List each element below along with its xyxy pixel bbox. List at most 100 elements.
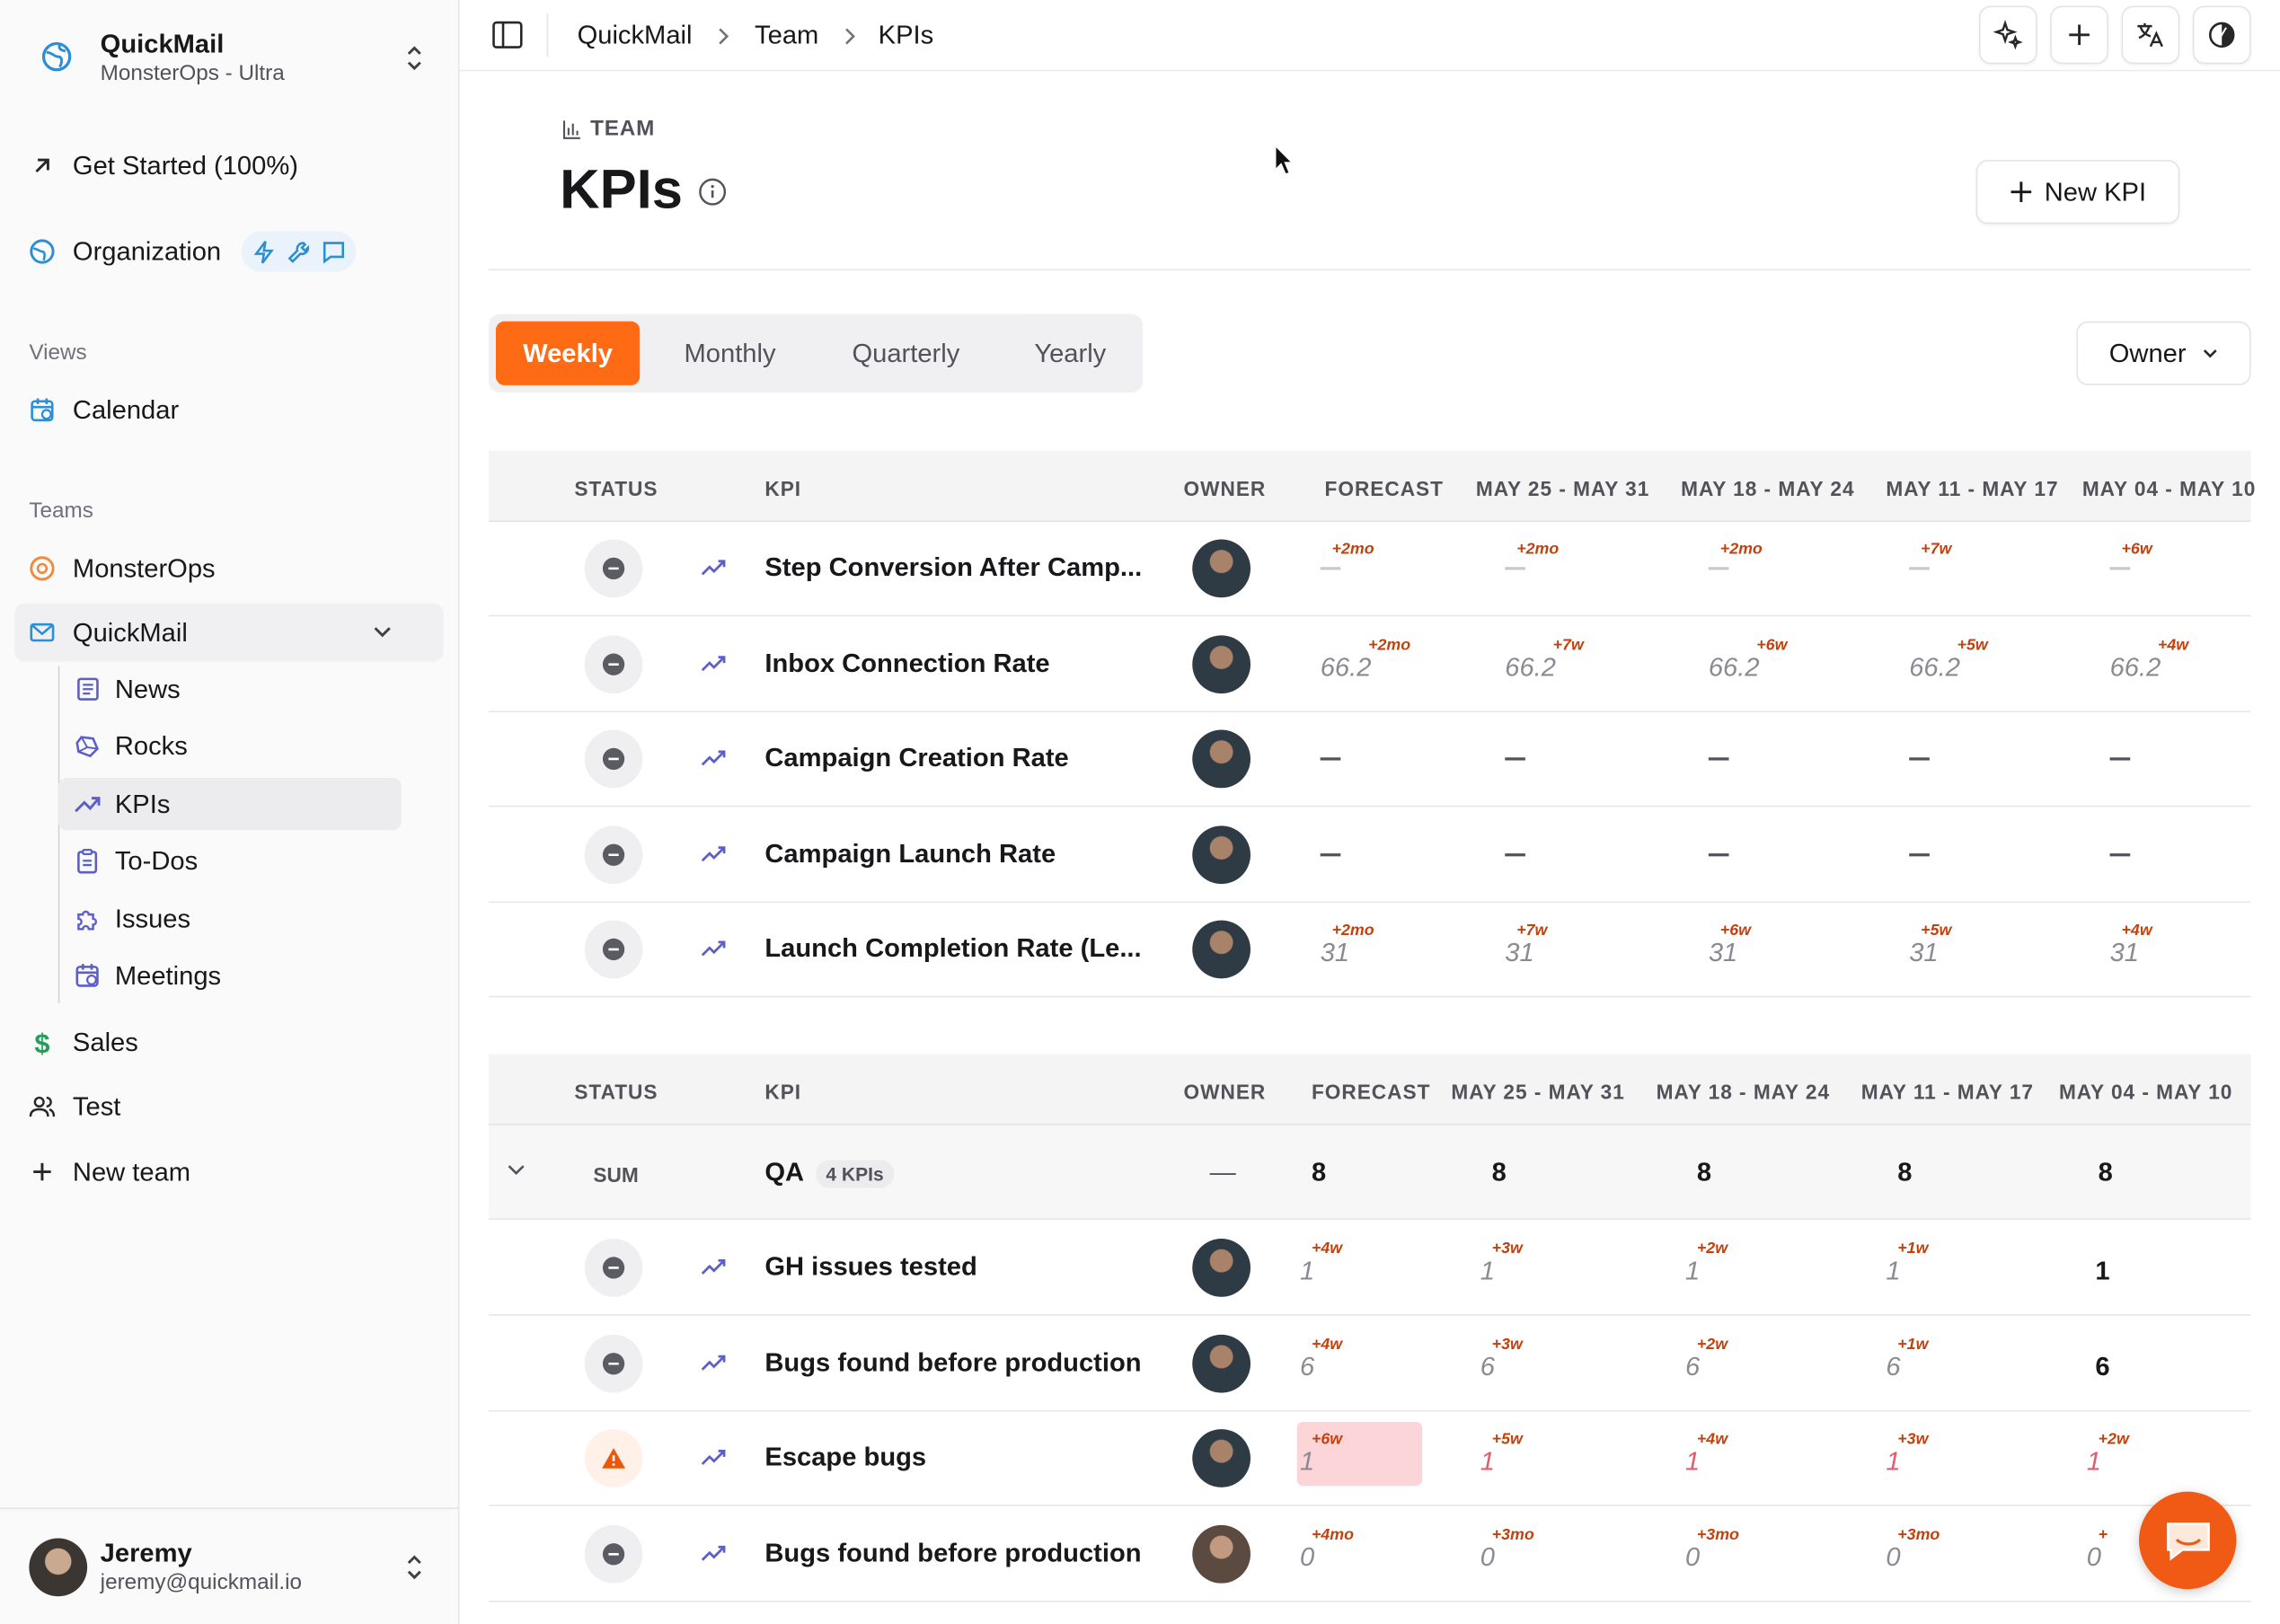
column-header[interactable]: MAY 18 - MAY 24 bbox=[1681, 476, 1855, 500]
owner-avatar[interactable] bbox=[1192, 539, 1250, 598]
kpi-value-cell[interactable]: 1 +3w bbox=[1480, 1222, 1655, 1316]
user-menu[interactable]: Jeremy jeremy@quickmail.io bbox=[0, 1507, 460, 1623]
sidebar-item-rocks[interactable]: Rocks bbox=[58, 719, 402, 772]
kpi-value-cell[interactable]: 66.2 +4w bbox=[2110, 617, 2280, 711]
status-indicator[interactable] bbox=[584, 539, 643, 598]
status-indicator[interactable] bbox=[584, 1524, 643, 1583]
kpi-value-cell[interactable] bbox=[1909, 712, 2083, 807]
owner-avatar[interactable] bbox=[1192, 1334, 1250, 1392]
kpi-row[interactable]: Bugs found before production 6 +4w 6 +3w 6 +2w… bbox=[488, 1316, 2251, 1411]
sidebar-item-test[interactable]: Test bbox=[29, 1079, 120, 1134]
kpi-row[interactable]: Bugs found before production 0 +4mo 0 +3mo 0 +… bbox=[488, 1506, 2251, 1602]
column-header[interactable]: MAY 25 - MAY 31 bbox=[1451, 1080, 1625, 1104]
owner-avatar[interactable] bbox=[1192, 920, 1250, 979]
kpi-value-cell[interactable]: +2mo bbox=[1505, 522, 1679, 616]
kpi-row[interactable]: Launch Completion Rate (Le... 31 +2mo 31 +7w… bbox=[488, 903, 2251, 998]
sidebar-item-calendar[interactable]: Calendar bbox=[29, 383, 179, 438]
owner-avatar[interactable] bbox=[1192, 1429, 1250, 1487]
group-row[interactable]: SUM QA 4 KPIs — 8 8 8 8 8 bbox=[488, 1125, 2251, 1221]
kpi-value-cell[interactable] bbox=[1708, 808, 1883, 902]
kpi-name[interactable]: Bugs found before production bbox=[764, 1346, 1142, 1377]
organization-link[interactable]: Organization bbox=[29, 224, 357, 279]
kpi-value-cell[interactable]: 31 +6w bbox=[1709, 903, 1883, 997]
kpi-value-cell[interactable]: 66.2 +2mo bbox=[1321, 617, 1495, 711]
wrench-icon[interactable] bbox=[285, 238, 313, 266]
chevron-down-icon[interactable] bbox=[372, 622, 393, 643]
new-team-button[interactable]: New team bbox=[29, 1144, 190, 1200]
kpi-value-cell[interactable]: 1 +6w bbox=[1296, 1412, 1474, 1506]
column-header[interactable]: MAY 25 - MAY 31 bbox=[1475, 476, 1650, 500]
kpi-name[interactable]: Bugs found before production bbox=[764, 1537, 1142, 1567]
kpi-name[interactable]: Campaign Creation Rate bbox=[764, 743, 1069, 772]
kpi-name[interactable]: Launch Completion Rate (Le... bbox=[764, 933, 1142, 963]
tab-yearly[interactable]: Yearly bbox=[1034, 338, 1107, 367]
owner-avatar[interactable] bbox=[1192, 634, 1250, 693]
kpi-value-cell[interactable]: 1 +2w bbox=[2087, 1412, 2261, 1506]
column-header[interactable]: MAY 04 - MAY 10 bbox=[2058, 1080, 2233, 1104]
translate-button[interactable] bbox=[2121, 5, 2180, 65]
status-indicator[interactable] bbox=[584, 729, 643, 789]
kpi-name[interactable]: GH issues tested bbox=[764, 1251, 977, 1281]
kpi-row[interactable]: GH issues tested 1 +4w 1 +3w 1 +2w 1 +1w 1 bbox=[488, 1221, 2251, 1316]
kpi-name[interactable]: Step Conversion After Camp... bbox=[764, 552, 1143, 582]
kpi-value-cell[interactable]: 31 +2mo bbox=[1321, 903, 1495, 997]
sidebar-item-quickmail[interactable] bbox=[14, 603, 444, 662]
column-header[interactable]: MAY 04 - MAY 10 bbox=[2081, 476, 2257, 500]
column-header[interactable]: FORECAST bbox=[1324, 476, 1444, 500]
column-header[interactable]: MAY 11 - MAY 17 bbox=[1886, 476, 2059, 500]
breadcrumb-kpis[interactable]: KPIs bbox=[878, 20, 934, 50]
quickmail-row[interactable]: QuickMail bbox=[29, 605, 188, 660]
kpi-value-cell[interactable]: 6 +4w bbox=[1300, 1317, 1474, 1411]
breadcrumb-quickmail[interactable]: QuickMail bbox=[577, 20, 693, 50]
sidebar-toggle-icon[interactable] bbox=[491, 21, 524, 49]
kpi-value-cell[interactable]: 31 +4w bbox=[2110, 903, 2280, 997]
theme-button[interactable] bbox=[2192, 5, 2251, 65]
tab-quarterly[interactable]: Quarterly bbox=[852, 338, 960, 367]
ai-sparkle-button[interactable] bbox=[1978, 5, 2037, 65]
get-started-link[interactable]: Get Started (100%) bbox=[29, 138, 298, 194]
kpi-value-cell[interactable]: 0 +3mo bbox=[1480, 1507, 1655, 1602]
support-chat-button[interactable] bbox=[2138, 1491, 2237, 1590]
sidebar-item-issues[interactable]: Issues bbox=[58, 893, 402, 945]
kpi-value-cell[interactable] bbox=[1320, 712, 1495, 807]
kpi-value-cell[interactable] bbox=[2109, 808, 2280, 902]
kpi-value-cell[interactable]: 6 +2w bbox=[1685, 1317, 1860, 1411]
kpi-value-cell[interactable] bbox=[1909, 808, 2083, 902]
kpi-value-cell[interactable] bbox=[1505, 712, 1679, 807]
kpi-value-cell[interactable]: 6 +3w bbox=[1480, 1317, 1655, 1411]
kpi-value-cell[interactable]: 0 +3mo bbox=[1685, 1507, 1860, 1602]
owner-avatar[interactable] bbox=[1192, 729, 1250, 789]
kpi-value-cell[interactable]: 1 +4w bbox=[1300, 1222, 1474, 1316]
owner-filter-dropdown[interactable]: Owner bbox=[2076, 321, 2251, 385]
column-header[interactable]: FORECAST bbox=[1311, 1080, 1431, 1104]
kpi-value-cell[interactable]: 1 +4w bbox=[1685, 1412, 1860, 1506]
owner-avatar[interactable] bbox=[1192, 1524, 1250, 1583]
kpi-value-cell[interactable]: 1 bbox=[2087, 1222, 2261, 1316]
kpi-value-cell[interactable]: 1 +5w bbox=[1480, 1412, 1655, 1506]
kpi-value-cell[interactable]: 0 +4mo bbox=[1300, 1507, 1474, 1602]
kpi-value-cell[interactable]: 66.2 +6w bbox=[1709, 617, 1883, 711]
sidebar-item-monsterops[interactable]: MonsterOps bbox=[29, 541, 216, 596]
sidebar-item-kpis[interactable]: KPIs bbox=[57, 777, 402, 831]
chat-icon[interactable] bbox=[320, 238, 348, 266]
kpi-value-cell[interactable]: 6 bbox=[2087, 1317, 2261, 1411]
kpi-row[interactable]: Step Conversion After Camp... +2mo +2mo +2m… bbox=[488, 522, 2251, 617]
sidebar-item-todos[interactable]: To-Dos bbox=[58, 834, 402, 887]
kpi-value-cell[interactable] bbox=[1505, 808, 1679, 902]
column-header[interactable]: MAY 11 - MAY 17 bbox=[1860, 1080, 2035, 1104]
kpi-value-cell[interactable]: 1 +1w bbox=[1886, 1222, 2060, 1316]
new-kpi-button[interactable]: New KPI bbox=[1975, 160, 2180, 225]
status-indicator[interactable] bbox=[584, 1429, 643, 1487]
kpi-name[interactable]: Escape bugs bbox=[764, 1442, 927, 1472]
kpi-value-cell[interactable]: 1 +2w bbox=[1685, 1222, 1860, 1316]
status-indicator[interactable] bbox=[584, 1239, 643, 1297]
tab-weekly[interactable]: Weekly bbox=[495, 321, 641, 385]
status-indicator[interactable] bbox=[584, 825, 643, 884]
kpi-value-cell[interactable]: +2mo bbox=[1708, 522, 1883, 616]
kpi-value-cell[interactable]: +7w bbox=[1909, 522, 2083, 616]
sidebar-item-sales[interactable]: $ Sales bbox=[29, 1015, 137, 1071]
owner-avatar[interactable] bbox=[1192, 1239, 1250, 1297]
tab-monthly[interactable]: Monthly bbox=[684, 338, 776, 367]
kpi-value-cell[interactable] bbox=[1708, 712, 1883, 807]
kpi-value-cell[interactable]: +6w bbox=[2109, 522, 2280, 616]
